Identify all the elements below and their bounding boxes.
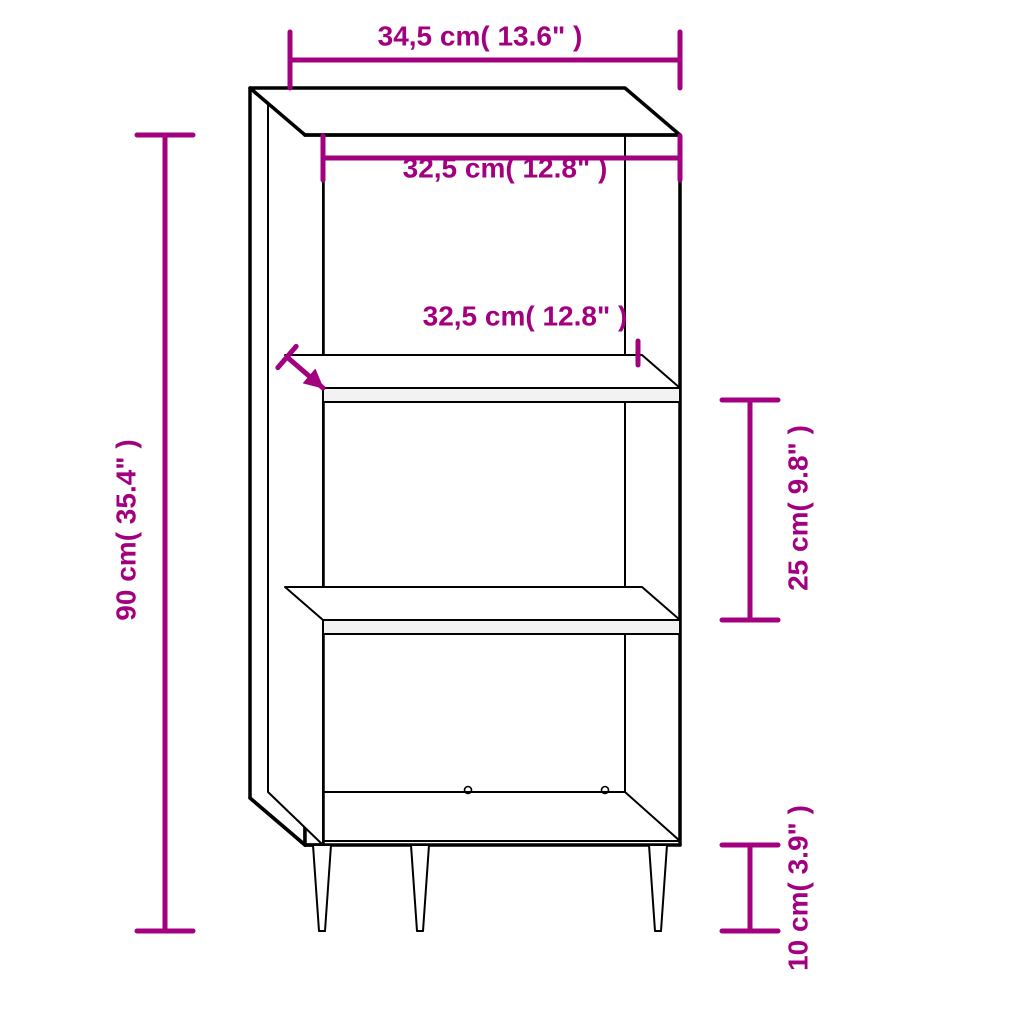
dim-label: 10 cm( 3.9" ) <box>782 805 813 971</box>
cabinet-diagram <box>250 88 680 931</box>
dim-label: 25 cm( 9.8" ) <box>782 425 813 591</box>
dim-label: 90 cm( 35.4" ) <box>110 439 141 620</box>
dim-label: 34,5 cm( 13.6" ) <box>378 20 583 51</box>
dim-label: 32,5 cm( 12.8" ) <box>423 300 628 331</box>
dim-label: 32,5 cm( 12.8" ) <box>403 152 608 183</box>
